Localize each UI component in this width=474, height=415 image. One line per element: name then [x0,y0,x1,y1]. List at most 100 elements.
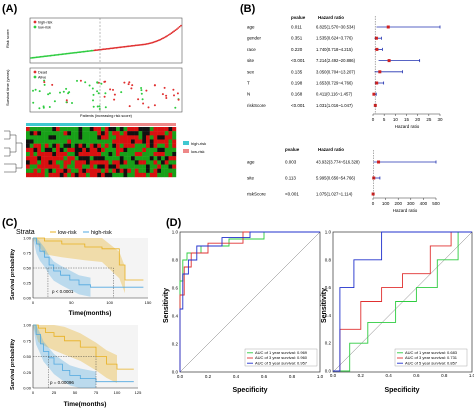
survival-point [109,88,112,91]
heatmap-cell [41,164,45,169]
heatmap-cell [142,135,147,140]
heatmap-cell [172,135,177,140]
heatmap-cell [29,139,34,144]
heatmap-cell [48,135,53,140]
heatmap-cell [108,172,113,178]
roc-ytick-label: 1.0 [172,230,179,235]
heatmap-cell [164,143,169,149]
heatmap-cell [142,139,147,144]
heatmap-cell [131,168,135,174]
risk-point [144,43,147,46]
heatmap-cell [101,152,105,157]
heatmap-cell [168,135,173,140]
heatmap-cell [153,168,158,174]
heatmap-cell [74,160,79,165]
forest1-ticks: 0 5 10 15 20 25 30 [372,114,443,122]
risk-point [142,43,145,46]
heatmap-cell [164,152,169,157]
risk-point [63,53,65,55]
heatmap-cell [161,143,165,149]
heatmap-cell [26,127,30,132]
heatmap-cell [56,168,60,174]
heatmap-cell [52,156,57,161]
heatmap-cell [131,131,135,136]
heatmap-cell [89,152,94,157]
heatmap-cell [153,139,158,144]
heatmap-cell [71,143,75,149]
km-top-xlabel: Time(months) [69,310,112,317]
heatmap-cell [116,168,120,174]
heatmap-cell [78,147,83,153]
heatmap-cell [142,156,147,161]
risk-point [109,47,112,50]
survival-point [176,92,179,95]
heatmap-cell [142,168,147,174]
risk-point [140,43,143,46]
forest-tick-label: 20 [415,117,421,122]
km-ytick-label: 0.25 [23,281,32,286]
survival-point [131,84,134,87]
heatmap-cell [63,131,68,136]
forest-row-hr: 1.653(0.729~4.766) [316,81,353,86]
heatmap-cell [63,172,68,178]
heatmap-cell [82,139,87,144]
heatmap-cell [78,143,83,149]
survival-point [100,82,103,85]
heatmap-cell [146,131,150,136]
heatmap-cell [82,160,87,165]
heatmap-cell [67,135,72,140]
risk-point [30,57,32,59]
heatmap-cell [86,139,90,144]
survival-point [53,100,56,103]
heatmap-cell [74,172,79,178]
heatmap-cell [157,160,162,165]
heatmap-cell [123,168,128,174]
heatmap-cell [33,160,38,165]
heatmap-cell [108,127,113,132]
risk-point [126,45,129,48]
heatmap-cell [71,156,75,161]
heatmap-cell [123,164,128,169]
survival-point [84,81,87,84]
roc-legend-label: AUC of 5 year survival: 0.857 [405,360,458,365]
heatmap-cell [29,164,34,169]
risk-point [82,50,85,53]
heatmap-cell [149,160,154,165]
heatmap-cell [56,127,60,132]
heatmap-cell [123,139,128,144]
heatmap-cell [93,127,98,132]
heatmap-cell [26,160,30,165]
risk-point [129,45,132,47]
heatmap-cell [71,168,75,174]
heatmap-cell [108,156,113,161]
heatmap-cell [134,152,139,157]
forest-row-pvalue: 0.220 [291,47,303,52]
heatmap-cell [108,168,113,174]
forest2-pvalue-header: pvalue [285,147,300,152]
forest-row-name: site [247,58,255,63]
survival-point [173,94,175,97]
heatmap-cell [63,139,68,144]
roc-ytick-label: 0.2 [325,341,332,346]
heatmap-cell [41,168,45,174]
km-median-line [33,356,97,388]
heatmap-cell [112,131,117,136]
heatmap-cell [78,139,83,144]
survival-point [32,101,35,104]
survival-point [48,92,51,95]
km-xtick-label: 100 [106,300,113,305]
heatmap-cell [86,147,90,153]
survival-point [68,91,71,94]
risk-point [169,33,171,35]
roc-ytick-label: 0.0 [172,370,179,375]
risk-point [178,25,181,28]
heatmap-cell [168,168,173,174]
heatmap-cell [153,152,158,157]
heatmap-cell [89,131,94,136]
roc-xtick-label: 1.0 [317,374,324,379]
survival-point [42,106,45,109]
survival-point [51,83,54,86]
risk-point [50,54,53,57]
survival-point [142,102,145,105]
